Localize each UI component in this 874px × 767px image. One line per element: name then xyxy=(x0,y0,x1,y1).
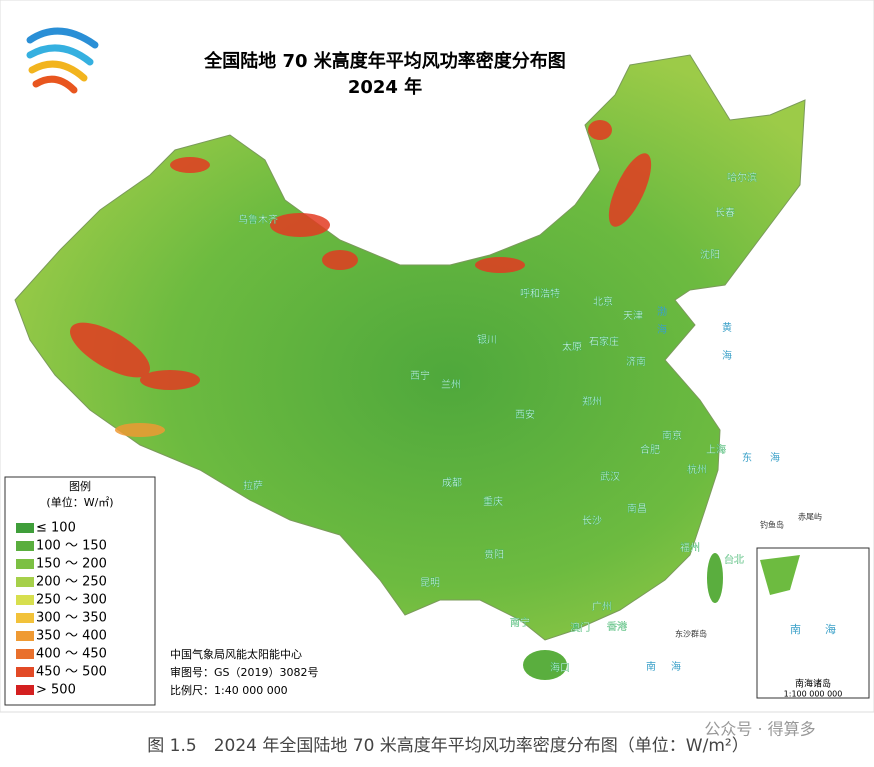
sea-label: 黄 xyxy=(722,321,732,334)
city-label: 济南 xyxy=(626,355,646,368)
city-label: 乌鲁木齐 xyxy=(238,213,278,226)
city-label: 广州 xyxy=(592,601,612,613)
legend-swatch xyxy=(16,595,34,605)
logo xyxy=(26,27,99,94)
city-label: 西安 xyxy=(515,408,535,421)
city-label: 石家庄 xyxy=(589,335,619,348)
city-label: 香港 xyxy=(607,621,627,633)
legend-swatch xyxy=(16,577,34,587)
legend-label: 150 ～ 200 xyxy=(36,557,107,572)
legend-swatch xyxy=(16,631,34,641)
legend-label: ≤ 100 xyxy=(36,521,76,536)
caption: 图 1.5 2024 年全国陆地 70 米高度年平均风功率密度分布图（单位：W/… xyxy=(147,736,748,756)
sea-label: 渤 xyxy=(657,305,667,318)
city-label: 哈尔滨 xyxy=(727,171,757,184)
sea-label: 东 xyxy=(742,451,752,464)
city-label: 海口 xyxy=(550,661,570,674)
city-label: 天津 xyxy=(623,310,643,322)
map-title: 全国陆地 70 米高度年平均风功率密度分布图 xyxy=(203,50,566,72)
legend-swatch xyxy=(16,541,34,551)
city-label: 北京 xyxy=(593,295,613,308)
city-label: 沈阳 xyxy=(700,248,720,261)
legend-label: 350 ～ 400 xyxy=(36,629,107,644)
legend-swatch xyxy=(16,613,34,623)
map-subtitle: 2024 年 xyxy=(348,76,422,98)
inset-scale: 1:100 000 000 xyxy=(784,690,843,699)
city-label: 南京 xyxy=(662,429,682,442)
city-label: 武汉 xyxy=(600,470,620,483)
watermark: 公众号 · 得算多 xyxy=(704,720,815,739)
inset-label: 南海诸岛 xyxy=(795,678,831,690)
legend-swatch xyxy=(16,685,34,695)
legend-swatch xyxy=(16,649,34,659)
legend-label: 450 ～ 500 xyxy=(36,665,107,680)
hainan xyxy=(523,650,567,680)
legend-label: 200 ～ 250 xyxy=(36,575,107,590)
city-label: 昆明 xyxy=(420,577,440,589)
sea-label: 海 xyxy=(722,349,732,362)
legend-swatch xyxy=(16,523,34,533)
credit-line: 中国气象局风能太阳能中心 xyxy=(170,647,302,661)
city-label: 合肥 xyxy=(640,443,660,456)
sea-label: 南 xyxy=(646,660,656,673)
sea-label: 海 xyxy=(770,451,780,464)
legend-label: 400 ～ 450 xyxy=(36,647,107,662)
city-label: 杭州 xyxy=(687,463,707,476)
sea-label: 海 xyxy=(671,660,681,673)
legend-title: 图例 xyxy=(69,479,91,493)
city-label: 兰州 xyxy=(441,378,461,391)
city-label: 太原 xyxy=(562,340,582,353)
sea-label: 赤尾屿 xyxy=(798,513,822,522)
legend-label: 300 ～ 350 xyxy=(36,611,107,626)
city-label: 拉萨 xyxy=(243,479,263,492)
city-label: 西宁 xyxy=(410,369,430,382)
city-label: 福州 xyxy=(680,541,700,554)
legend: 图例 (单位：W/㎡) ≤ 100 100 ～ 150 150 ～ 200 200 ～… xyxy=(4,476,156,706)
city-label: 南昌 xyxy=(627,502,647,515)
legend-label: 250 ～ 300 xyxy=(36,593,107,608)
city-label: 台北 xyxy=(724,553,744,566)
city-label: 成都 xyxy=(442,477,462,489)
inset-sea: 海 xyxy=(825,622,836,636)
sea-label: 海 xyxy=(657,323,667,336)
credit-line: 审图号：GS（2019）3082号 xyxy=(170,665,319,679)
legend-unit: (单位：W/㎡) xyxy=(46,495,113,509)
city-label: 呼和浩特 xyxy=(520,288,560,300)
sea-label: 东沙群岛 xyxy=(675,629,707,639)
legend-swatch xyxy=(16,667,34,677)
city-label: 长沙 xyxy=(582,515,602,527)
sea-label: 钓鱼岛 xyxy=(760,520,784,530)
credit-line: 比例尺：1:40 000 000 xyxy=(170,683,288,697)
city-label: 贵阳 xyxy=(484,548,504,561)
legend-label: > 500 xyxy=(36,683,76,698)
city-label: 上海 xyxy=(706,443,726,456)
inset-sea: 南 xyxy=(790,623,801,636)
city-label: 南宁 xyxy=(510,616,530,629)
city-label: 澳门 xyxy=(570,621,590,634)
inset: 南 海 南海诸岛 1:100 000 000 xyxy=(756,547,870,699)
city-label: 郑州 xyxy=(582,395,602,408)
city-label: 长春 xyxy=(715,207,735,219)
high-wind-zones xyxy=(70,120,652,437)
china-outline xyxy=(14,54,806,641)
legend-swatch xyxy=(16,559,34,569)
city-label: 重庆 xyxy=(483,495,503,508)
city-label: 银川 xyxy=(477,333,497,346)
taiwan xyxy=(707,553,723,603)
legend-label: 100 ～ 150 xyxy=(36,539,107,554)
